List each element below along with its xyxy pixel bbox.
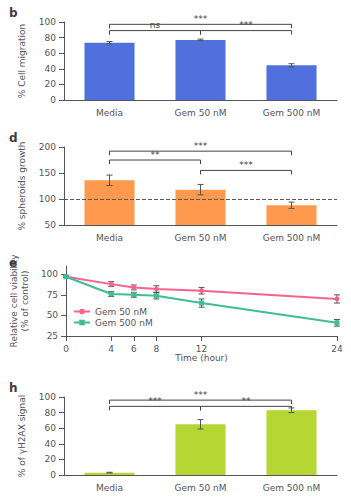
svg-text:Gem 500 nM: Gem 500 nM — [95, 318, 153, 328]
svg-text:20: 20 — [45, 79, 57, 89]
svg-text:8: 8 — [154, 344, 160, 354]
svg-text:0: 0 — [50, 95, 56, 105]
svg-text:Media: Media — [96, 233, 123, 243]
svg-text:Relative cell viability: Relative cell viability — [9, 254, 19, 348]
svg-text:% Cell migration: % Cell migration — [17, 24, 27, 99]
svg-text:100: 100 — [39, 17, 56, 27]
svg-text:Media: Media — [96, 483, 123, 493]
svg-text:Media: Media — [96, 108, 123, 118]
svg-text:0: 0 — [63, 344, 69, 354]
svg-text:4: 4 — [108, 344, 114, 354]
svg-text:e: e — [9, 256, 17, 270]
svg-text:200: 200 — [39, 142, 56, 152]
svg-text:6: 6 — [131, 344, 137, 354]
svg-text:0: 0 — [50, 470, 56, 480]
svg-text:24: 24 — [331, 344, 343, 354]
svg-text:75: 75 — [47, 290, 58, 300]
svg-text:40: 40 — [45, 64, 57, 74]
svg-text:***: *** — [194, 14, 208, 24]
svg-text:Gem 500 nM: Gem 500 nM — [263, 483, 321, 493]
svg-text:150: 150 — [39, 168, 56, 178]
svg-text:60: 60 — [45, 423, 57, 433]
svg-text:% of γH2AX signal: % of γH2AX signal — [17, 395, 27, 478]
svg-text:Gem 500 nM: Gem 500 nM — [263, 233, 321, 243]
svg-text:Gem 500 nM: Gem 500 nM — [263, 108, 321, 118]
svg-text:***: *** — [239, 20, 253, 30]
svg-text:60: 60 — [45, 48, 57, 58]
svg-text:80: 80 — [45, 408, 57, 418]
svg-text:100: 100 — [41, 269, 58, 279]
svg-text:***: *** — [148, 396, 162, 406]
svg-text:40: 40 — [45, 439, 57, 449]
svg-text:Gem 50 nM: Gem 50 nM — [175, 108, 227, 118]
svg-text:d: d — [9, 131, 18, 145]
svg-text:50: 50 — [47, 310, 59, 320]
svg-text:25: 25 — [47, 331, 58, 341]
svg-text:***: *** — [239, 160, 253, 170]
svg-text:50: 50 — [45, 220, 57, 230]
svg-text:(% of control): (% of control) — [20, 270, 30, 331]
svg-text:***: *** — [194, 141, 208, 151]
svg-text:% spheroids growth: % spheroids growth — [17, 141, 27, 230]
svg-text:**: ** — [242, 396, 252, 406]
svg-text:80: 80 — [45, 33, 57, 43]
svg-text:Gem 50 nM: Gem 50 nM — [95, 307, 147, 317]
svg-text:100: 100 — [39, 392, 56, 402]
svg-text:12: 12 — [196, 344, 207, 354]
svg-text:h: h — [9, 381, 18, 395]
svg-text:Time (hour): Time (hour) — [174, 353, 228, 363]
svg-text:b: b — [9, 6, 18, 20]
svg-text:***: *** — [194, 390, 208, 400]
svg-text:ns: ns — [150, 20, 161, 30]
svg-text:20: 20 — [45, 454, 57, 464]
svg-text:100: 100 — [39, 194, 56, 204]
svg-text:Gem 50 nM: Gem 50 nM — [175, 233, 227, 243]
svg-text:Gem 50 nM: Gem 50 nM — [175, 483, 227, 493]
